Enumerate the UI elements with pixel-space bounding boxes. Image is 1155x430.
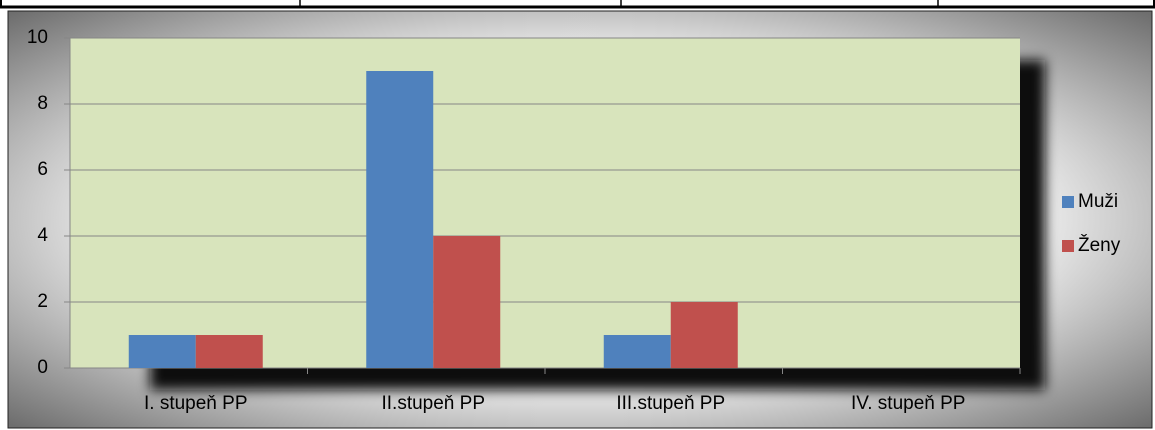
table-border (0, 0, 1155, 9)
legend-label: Muži (1078, 191, 1118, 212)
bar (603, 335, 671, 368)
x-tick-label: IV. stupeň PP (851, 393, 965, 414)
x-tick-label: III.stupeň PP (616, 393, 725, 414)
legend-swatch (1062, 240, 1074, 252)
x-tick-label: II.stupeň PP (381, 393, 485, 414)
y-tick-label: 6 (37, 159, 48, 180)
legend-swatch (1062, 196, 1074, 208)
y-tick-label: 0 (37, 357, 48, 378)
bar (433, 236, 501, 368)
x-tick-label: I. stupeň PP (144, 393, 248, 414)
y-tick-label: 10 (27, 27, 48, 48)
bar (195, 335, 263, 368)
bar (128, 335, 196, 368)
bar (366, 71, 434, 368)
bar (670, 302, 738, 368)
y-tick-label: 8 (37, 93, 48, 114)
plot-area (70, 38, 1020, 368)
y-tick-label: 2 (37, 291, 48, 312)
y-tick-label: 4 (37, 225, 48, 246)
legend-label: Ženy (1078, 234, 1121, 256)
